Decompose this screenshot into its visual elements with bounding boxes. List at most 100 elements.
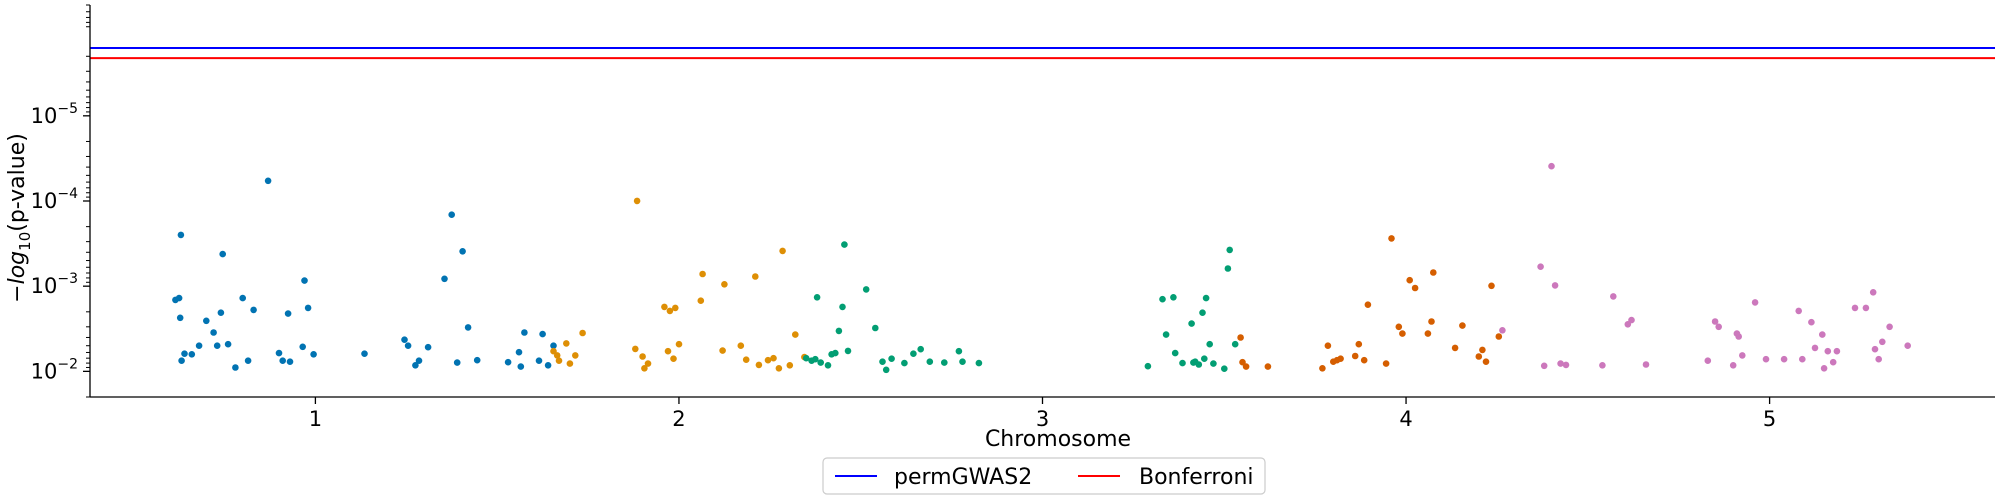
snp-point	[1562, 361, 1570, 369]
snp-point	[1171, 349, 1179, 357]
snp-point	[675, 340, 683, 348]
snp-point	[1428, 318, 1435, 325]
snp-point	[1540, 362, 1548, 370]
snp-point	[1819, 331, 1826, 338]
snp-point	[181, 350, 188, 358]
y-tick-label: 10−2	[31, 356, 78, 383]
snp-point	[1829, 358, 1837, 366]
snp-point	[441, 275, 448, 283]
snp-point	[239, 294, 246, 302]
snp-point	[504, 358, 512, 366]
snp-point	[1195, 361, 1203, 368]
snp-point	[178, 357, 185, 365]
snp-point	[535, 357, 543, 365]
snp-point	[941, 359, 948, 366]
snp-point	[839, 303, 846, 311]
snp-point	[775, 365, 783, 372]
snp-point	[473, 356, 481, 364]
snp-point	[310, 351, 317, 358]
snp-point	[412, 362, 419, 369]
snp-point	[563, 340, 570, 347]
snp-point	[910, 350, 917, 358]
snp-point	[304, 304, 312, 312]
snp-point	[779, 247, 786, 255]
snp-point	[1221, 365, 1228, 373]
snp-point	[275, 349, 283, 357]
snp-point	[1202, 294, 1210, 302]
snp-point	[279, 357, 287, 365]
snp-point	[926, 358, 934, 366]
snp-point	[224, 340, 232, 348]
snp-point	[879, 358, 886, 366]
snp-point	[299, 343, 307, 351]
snp-point	[1599, 362, 1606, 369]
snp-point	[1382, 360, 1390, 367]
snp-point	[1319, 365, 1326, 372]
axes-layer: 1 2 3 4 5 10−2 10−3 10−4 10−5	[31, 4, 1995, 431]
y-tick-label: 10−5	[31, 101, 78, 128]
snp-point	[217, 309, 225, 317]
snp-point	[286, 358, 294, 366]
snp-point	[415, 357, 423, 365]
snp-point	[1729, 362, 1737, 369]
x-tick-label: 2	[672, 407, 685, 431]
snp-point	[1851, 304, 1859, 312]
snp-point	[1871, 345, 1879, 353]
snp-point	[719, 347, 726, 354]
snp-point	[817, 359, 824, 366]
x-axis-title: Chromosome	[985, 427, 1131, 452]
x-tick-label: 5	[1763, 407, 1776, 431]
snp-point	[1324, 342, 1332, 350]
snp-point	[1751, 299, 1759, 306]
snp-point	[917, 345, 924, 353]
snp-point	[301, 277, 308, 284]
legend-label-bonferroni: Bonferroni	[1139, 465, 1254, 490]
snp-point	[177, 231, 185, 239]
snp-point	[1479, 346, 1486, 354]
snp-point	[1610, 293, 1617, 300]
snp-point	[1739, 352, 1746, 359]
snp-point	[755, 361, 763, 369]
snp-point	[1360, 356, 1368, 364]
snp-point	[1886, 323, 1893, 331]
snp-point	[1224, 265, 1232, 272]
snp-point	[959, 358, 966, 366]
snp-point	[1820, 365, 1828, 372]
snp-point	[232, 364, 239, 371]
legend-box	[822, 457, 1266, 495]
snp-point	[1399, 330, 1406, 337]
snp-point	[737, 342, 745, 350]
snp-point	[632, 345, 639, 353]
y-axis-title-sub: 10	[16, 232, 34, 251]
snp-point	[1482, 358, 1490, 366]
snp-point	[1199, 309, 1206, 317]
snp-point	[670, 355, 677, 363]
snp-point	[1351, 352, 1359, 360]
snp-point	[699, 270, 706, 278]
snp-point	[1406, 276, 1413, 284]
snp-point	[1239, 358, 1246, 366]
snp-point	[1179, 359, 1186, 367]
snp-point	[1451, 344, 1459, 352]
snp-point	[1824, 347, 1832, 355]
y-axis-title-log: log	[5, 251, 30, 285]
snp-point	[517, 363, 525, 370]
snp-point	[1869, 289, 1877, 296]
x-tick-label: 4	[1399, 407, 1412, 431]
y-tick-label: 10−3	[31, 271, 78, 298]
legend-label-permgwas2: permGWAS2	[894, 465, 1032, 490]
snp-point	[1237, 334, 1244, 341]
snp-point	[1226, 246, 1233, 254]
snp-point	[764, 356, 772, 364]
snp-point	[210, 329, 217, 336]
snp-point	[361, 350, 368, 358]
snp-point	[1628, 316, 1635, 324]
snp-point	[539, 330, 546, 338]
snp-point	[553, 352, 561, 359]
snp-point	[550, 342, 557, 350]
snp-point	[1833, 347, 1841, 355]
snp-point	[1537, 263, 1544, 271]
snp-point	[1475, 353, 1483, 360]
snp-point	[812, 355, 819, 363]
